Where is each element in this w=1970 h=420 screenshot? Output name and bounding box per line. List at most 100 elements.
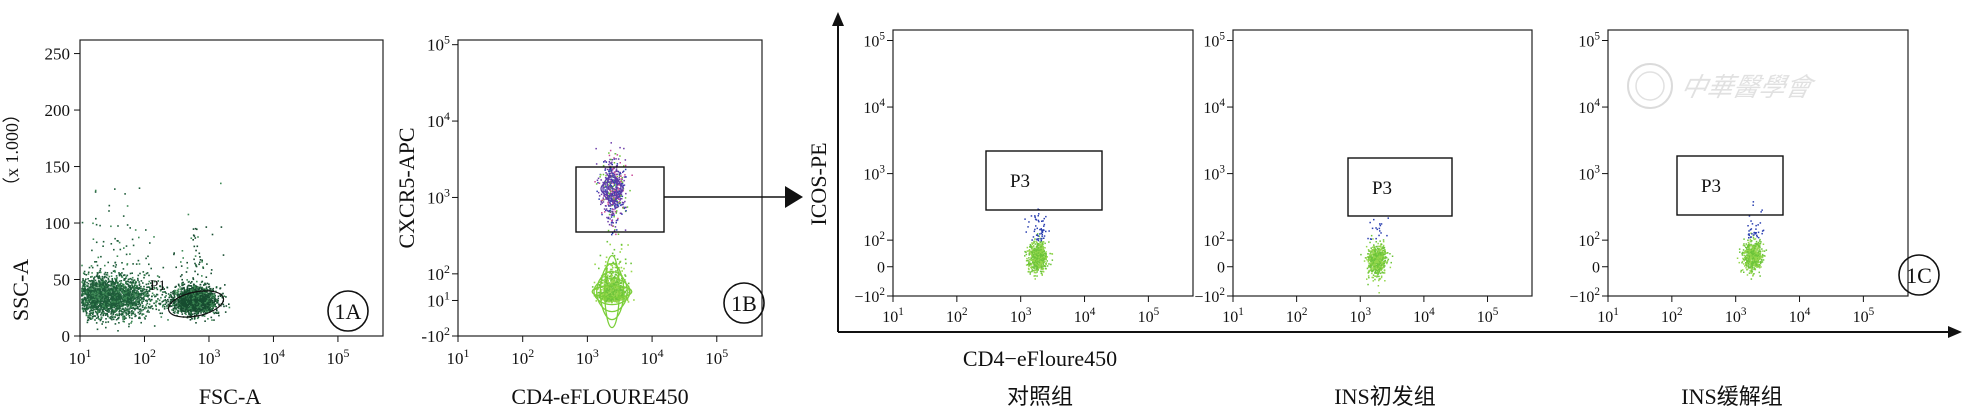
event-dot (116, 313, 118, 315)
event-dot (110, 225, 112, 228)
event-dot (110, 317, 112, 320)
event-dot (189, 307, 191, 309)
event-dot (117, 225, 119, 227)
event-dot (116, 255, 119, 257)
event-dot (181, 278, 183, 281)
event-dot (148, 280, 150, 283)
event-dot (94, 284, 96, 286)
event-dot (614, 281, 616, 284)
event-dot (128, 285, 131, 288)
event-dot (190, 293, 193, 296)
event-dot (143, 316, 146, 319)
event-dot (144, 306, 147, 308)
event-dot (210, 308, 213, 310)
event-dot (84, 304, 87, 306)
event-dot (128, 310, 130, 312)
event-dot (608, 291, 610, 294)
event-dot (205, 287, 208, 290)
event-dot (108, 287, 110, 290)
event-dot (123, 317, 125, 319)
event-dot (98, 271, 101, 274)
event-dot (92, 289, 94, 292)
event-dot (111, 295, 113, 298)
event-dot (192, 307, 195, 310)
event-dot (111, 291, 114, 293)
event-dot (192, 300, 194, 303)
event-dot (159, 285, 161, 287)
event-dot (214, 303, 216, 306)
event-dot (203, 305, 206, 308)
event-dot (85, 290, 88, 293)
event-dot (201, 288, 203, 291)
event-dot (177, 306, 180, 309)
event-dot (87, 288, 90, 291)
event-dot (101, 304, 104, 307)
event-dot (93, 293, 96, 296)
event-dot (220, 182, 222, 185)
event-dot (614, 262, 616, 265)
event-dot (90, 314, 92, 317)
event-dot (85, 292, 88, 294)
event-dot (107, 288, 110, 291)
event-dot (125, 309, 127, 312)
event-dot (180, 302, 182, 305)
event-dot (146, 294, 149, 297)
event-dot (101, 308, 104, 311)
event-dot (608, 195, 610, 198)
event-dot (200, 297, 202, 300)
event-dot (105, 313, 107, 315)
event-dot (616, 282, 618, 285)
event-dot (196, 295, 199, 297)
event-dot (624, 174, 626, 176)
event-dot (616, 281, 618, 284)
event-dot (145, 272, 148, 275)
event-dot (205, 294, 207, 297)
event-dot (141, 302, 143, 304)
event-dot (139, 296, 142, 298)
event-dot (189, 312, 192, 314)
event-dot (612, 289, 614, 292)
event-dot (95, 300, 98, 302)
event-dot (201, 302, 204, 305)
event-dot (177, 299, 180, 301)
event-dot (82, 308, 84, 311)
event-dot (184, 291, 186, 293)
event-dot (115, 296, 118, 298)
event-dot (157, 280, 160, 282)
event-dot (179, 288, 182, 290)
event-dot (100, 287, 103, 290)
event-dot (81, 307, 84, 309)
event-dot (198, 310, 201, 313)
event-dot (193, 287, 196, 289)
event-dot (626, 299, 629, 301)
y-axis-label-1a: SSC-A (8, 259, 33, 321)
event-dot (83, 288, 86, 291)
event-dot (92, 222, 94, 225)
event-dot (619, 198, 622, 200)
event-dot (182, 309, 184, 311)
event-dot (150, 267, 152, 270)
event-dot (610, 300, 613, 302)
event-dot (99, 277, 102, 280)
event-dot (98, 298, 100, 300)
event-dot (165, 300, 167, 302)
event-dot (137, 279, 139, 282)
gate-p1 (167, 290, 225, 318)
event-dot (108, 291, 111, 294)
event-dot (82, 284, 84, 287)
event-dot (102, 292, 104, 295)
event-dot (611, 281, 613, 284)
event-dot (105, 297, 107, 300)
event-dot (89, 285, 92, 287)
event-dot (163, 299, 165, 302)
event-dot (126, 295, 128, 298)
event-dot (625, 289, 628, 292)
event-dot (114, 271, 116, 273)
event-dot (619, 297, 621, 300)
event-dot (83, 285, 85, 288)
event-dot (124, 301, 126, 303)
event-dot (173, 291, 176, 293)
event-dot (204, 282, 206, 285)
event-dot (125, 245, 128, 247)
event-dot (104, 299, 106, 302)
